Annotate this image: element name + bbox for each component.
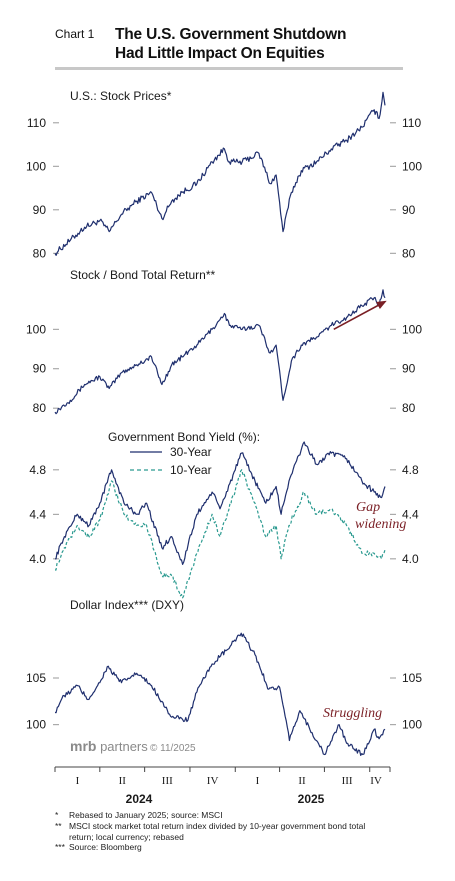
panel-3-series-30-year [54, 441, 386, 565]
panel-4-series-line [54, 632, 386, 756]
page-title-line-1: The U.S. Government Shutdown [115, 26, 347, 43]
legend-label-30-year: 30-Year [170, 445, 212, 459]
chart-annotations: Gap widening Struggling [323, 300, 406, 721]
panel-1-ytick-right-2: 100 [402, 159, 422, 173]
panel-1: U.S.: Stock Prices* 80 80 90 90 100 100 110 110 [26, 89, 422, 260]
panel-1-ytick-left-3: 110 [27, 116, 46, 130]
footnote-2: ** MSCI stock market total return index d… [55, 821, 385, 843]
quarter-label-8: IV [370, 775, 382, 787]
panel-3-title: Government Bond Yield (%): [108, 430, 260, 444]
brand-watermark: mrb partners © 11/2025 [70, 738, 196, 754]
panel-2-series-line [54, 289, 386, 415]
quarter-label-2: II [119, 775, 127, 787]
page-title-line-2: Had Little Impact On Equities [115, 45, 325, 62]
quarter-label-5: I [256, 775, 260, 787]
chart-panels: U.S.: Stock Prices* 80 80 90 90 100 100 110 110 S… [26, 89, 422, 756]
panel-1-ytick-right-3: 110 [402, 116, 421, 130]
quarter-label-4: IV [207, 775, 219, 787]
quarter-ticks: I II III IV I II III IV [54, 767, 391, 787]
panel-3-series-10-year [55, 469, 386, 599]
panel-2-ytick-right-2: 100 [402, 322, 422, 336]
panel-4-ytick-right-0: 100 [402, 718, 422, 732]
panel-3-ytick-left-2: 4.8 [29, 463, 46, 477]
year-label-2025: 2025 [298, 792, 325, 806]
panel-1-ytick-left-1: 90 [33, 203, 47, 217]
trend-arrow [333, 300, 387, 331]
panel-2-ytick-right-1: 90 [402, 362, 416, 376]
panel-2-ytick-left-0: 80 [33, 401, 47, 415]
bond-yield-legend: 30-Year 10-Year [130, 445, 212, 477]
quarter-label-7: III [342, 775, 353, 787]
panel-2-ytick-right-0: 80 [402, 401, 416, 415]
legend-label-10-year: 10-Year [170, 463, 212, 477]
annotation-gap-line-2: widening [355, 517, 406, 532]
brand-logo-rest: partners [96, 739, 148, 754]
brand-logo: mrb partners [70, 738, 148, 754]
panel-1-ytick-right-1: 90 [402, 203, 416, 217]
annotation-gap-line-1: Gap [356, 500, 380, 515]
footnote-2-mark: ** [55, 820, 62, 831]
footnotes: * Rebased to January 2025; source: MSCI *… [55, 810, 385, 853]
footnote-3: *** Source: Bloomberg [55, 842, 385, 853]
footnote-2-text: MSCI stock market total return index div… [69, 820, 366, 842]
panel-4-title: Dollar Index*** (DXY) [70, 598, 184, 612]
panel-3-ytick-left-0: 4.0 [29, 552, 46, 566]
panel-3-ytick-left-1: 4.4 [29, 507, 46, 521]
panel-1-title: U.S.: Stock Prices* [70, 89, 172, 103]
panel-4-ytick-right-1: 105 [402, 671, 422, 685]
panel-3-ytick-right-0: 4.0 [402, 552, 419, 566]
footnote-3-mark: *** [55, 842, 65, 853]
panel-2-ytick-left-2: 100 [26, 322, 46, 336]
panel-2: Stock / Bond Total Return** 80 80 90 90 100 10… [26, 268, 422, 415]
brand-logo-bold: mrb [70, 738, 96, 754]
header-rule [55, 67, 403, 70]
page-title: The U.S. Government Shutdown Had Little … [115, 25, 346, 63]
year-label-2024: 2024 [126, 792, 153, 806]
panel-3-ytick-right-2: 4.8 [402, 463, 419, 477]
panel-4: Dollar Index*** (DXY) 100 100 105 105 [26, 598, 422, 756]
annotation-struggling: Struggling [323, 706, 382, 721]
footnote-1-mark: * [55, 810, 59, 820]
quarter-label-3: III [162, 775, 173, 787]
quarter-label-6: II [298, 775, 306, 787]
footnote-3-text: Source: Bloomberg [69, 842, 142, 853]
panel-4-ytick-left-0: 100 [26, 718, 46, 732]
panel-1-ytick-left-2: 100 [26, 159, 46, 173]
panel-3: Government Bond Yield (%): 4.0 4.0 4.4 4.4 4.… [29, 430, 419, 599]
panel-4-ytick-left-1: 105 [26, 671, 46, 685]
chart-number-label: Chart 1 [55, 27, 95, 41]
time-axis: I II III IV I II III IV 2024 2025 [54, 766, 391, 806]
footnote-1: * Rebased to January 2025; source: MSCI [55, 810, 385, 821]
chart-header: Chart 1 The U.S. Government Shutdown Had… [0, 0, 455, 70]
brand-date: © 11/2025 [150, 743, 196, 754]
quarter-label-1: I [76, 775, 80, 787]
panel-2-ytick-left-1: 90 [33, 362, 47, 376]
footnote-1-text: Rebased to January 2025; source: MSCI [69, 810, 223, 820]
panel-1-series-line [54, 91, 386, 256]
panel-3-ytick-right-1: 4.4 [402, 507, 419, 521]
panel-1-ytick-right-0: 80 [402, 246, 416, 260]
panel-2-title: Stock / Bond Total Return** [70, 268, 216, 282]
panel-1-ytick-left-0: 80 [33, 246, 47, 260]
